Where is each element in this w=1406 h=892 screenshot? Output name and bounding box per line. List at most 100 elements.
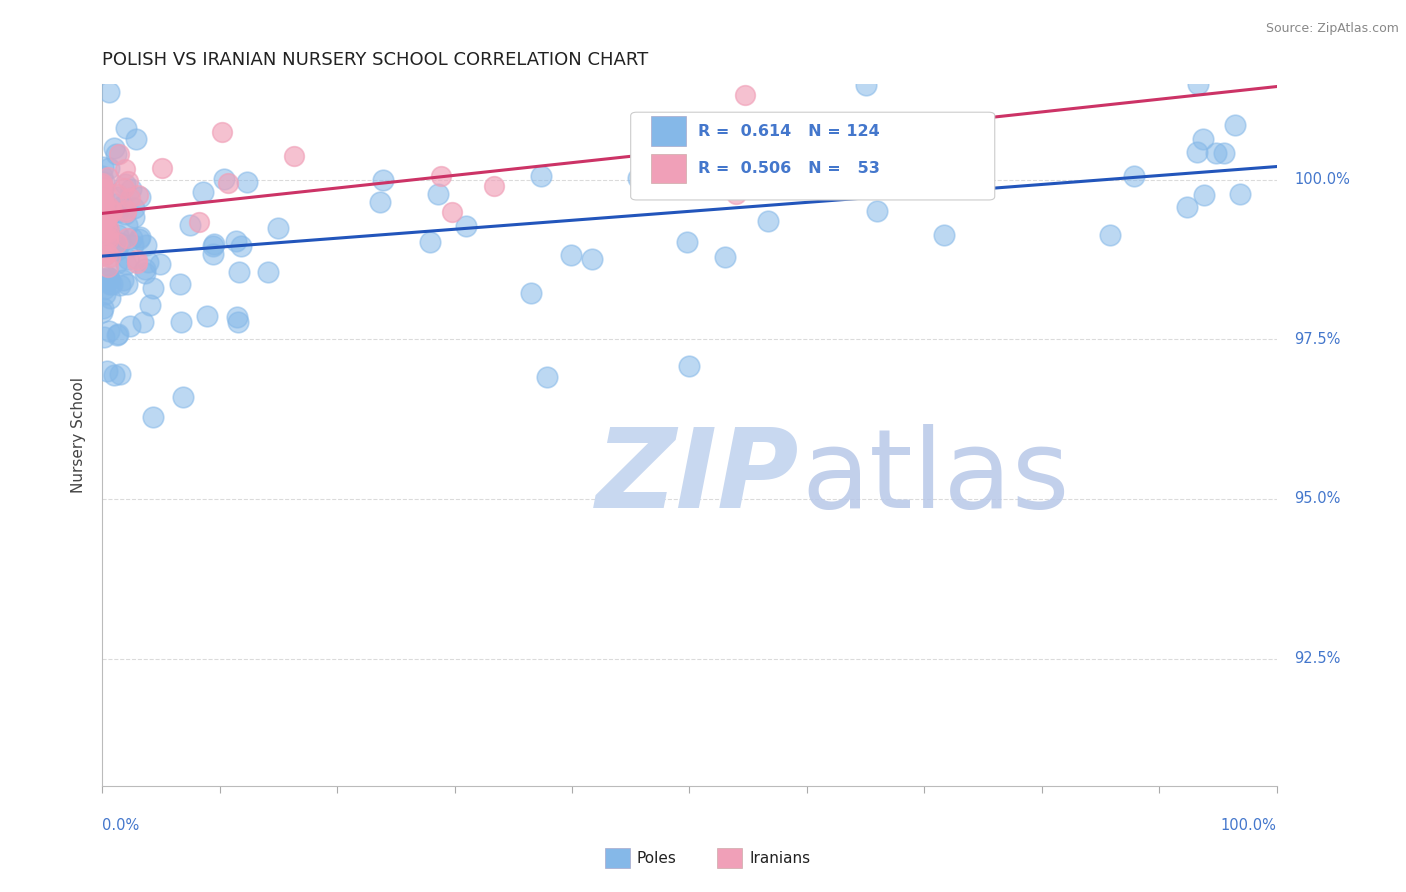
Text: Poles: Poles xyxy=(637,851,676,865)
Point xyxy=(197,310,219,324)
Point xyxy=(1192,187,1215,202)
Point xyxy=(93,282,115,296)
Point xyxy=(581,252,603,267)
Point xyxy=(756,214,779,228)
Text: atlas: atlas xyxy=(801,424,1070,531)
Point xyxy=(103,368,125,382)
Point xyxy=(135,237,157,252)
Point xyxy=(283,149,305,163)
Point xyxy=(91,187,114,202)
Point xyxy=(172,390,194,404)
Point xyxy=(228,265,250,279)
Point xyxy=(114,178,136,192)
Point xyxy=(91,305,114,319)
Point xyxy=(91,177,114,191)
Point xyxy=(1191,132,1213,146)
Point xyxy=(96,363,118,377)
Text: R =  0.506   N =   53: R = 0.506 N = 53 xyxy=(697,161,880,176)
Point xyxy=(104,196,127,211)
Point xyxy=(97,229,120,244)
Point xyxy=(125,132,148,146)
Text: POLISH VS IRANIAN NURSERY SCHOOL CORRELATION CHART: POLISH VS IRANIAN NURSERY SCHOOL CORRELA… xyxy=(103,51,648,69)
Point xyxy=(678,359,700,373)
Point xyxy=(107,227,129,242)
Point xyxy=(91,178,114,193)
Point xyxy=(675,235,697,250)
Point xyxy=(97,270,120,285)
Point xyxy=(114,162,136,177)
Point xyxy=(97,85,120,99)
Point xyxy=(118,319,141,334)
Point xyxy=(211,125,233,139)
Point xyxy=(149,257,172,271)
Text: 97.5%: 97.5% xyxy=(1294,332,1340,347)
Point xyxy=(93,180,115,194)
Point xyxy=(191,185,214,199)
Point xyxy=(98,324,121,338)
Text: 100.0%: 100.0% xyxy=(1294,172,1350,187)
Point xyxy=(108,367,131,381)
Point xyxy=(112,273,135,287)
Point xyxy=(117,174,139,188)
Point xyxy=(94,210,117,224)
Point xyxy=(225,234,247,248)
Point xyxy=(1123,169,1146,183)
Point xyxy=(560,248,582,262)
Point xyxy=(100,277,122,292)
Point xyxy=(128,232,150,246)
Point xyxy=(627,171,650,186)
Point xyxy=(105,235,128,250)
Point xyxy=(1187,77,1209,91)
Point xyxy=(127,187,149,202)
Point xyxy=(107,327,129,342)
Point xyxy=(91,191,114,205)
Point xyxy=(170,316,193,330)
Point xyxy=(1185,145,1208,160)
Point xyxy=(93,175,115,189)
Point xyxy=(734,88,756,103)
Point xyxy=(93,197,115,211)
Point xyxy=(117,277,139,292)
Point xyxy=(714,250,737,264)
Point xyxy=(202,239,225,253)
Point xyxy=(93,249,115,263)
Point xyxy=(169,277,191,291)
Point xyxy=(91,216,114,230)
Point xyxy=(114,257,136,271)
Point xyxy=(136,255,159,269)
Point xyxy=(105,256,128,270)
FancyBboxPatch shape xyxy=(651,117,686,146)
Point xyxy=(1212,145,1234,160)
Point xyxy=(212,171,235,186)
Point xyxy=(229,239,252,253)
Point xyxy=(117,231,139,245)
Point xyxy=(122,201,145,215)
Point xyxy=(520,286,543,301)
Point xyxy=(96,211,118,226)
Point xyxy=(427,187,450,202)
Point xyxy=(118,191,141,205)
Point xyxy=(150,161,173,175)
Point xyxy=(91,206,114,220)
Point xyxy=(110,236,132,251)
Point xyxy=(97,221,120,235)
Point xyxy=(108,190,131,204)
Point xyxy=(93,329,115,343)
Point xyxy=(96,212,118,227)
Point xyxy=(134,261,156,276)
Point xyxy=(115,205,138,219)
Point xyxy=(91,195,114,210)
Point xyxy=(236,175,259,189)
Point xyxy=(97,199,120,213)
Point xyxy=(855,78,877,92)
Point xyxy=(179,218,201,232)
Point xyxy=(91,204,114,219)
Point xyxy=(128,229,150,244)
Point xyxy=(121,238,143,252)
Point xyxy=(115,203,138,218)
Point xyxy=(91,227,114,241)
Point xyxy=(1223,118,1246,132)
Point xyxy=(97,210,120,224)
Point xyxy=(107,328,129,343)
Point xyxy=(257,265,280,279)
